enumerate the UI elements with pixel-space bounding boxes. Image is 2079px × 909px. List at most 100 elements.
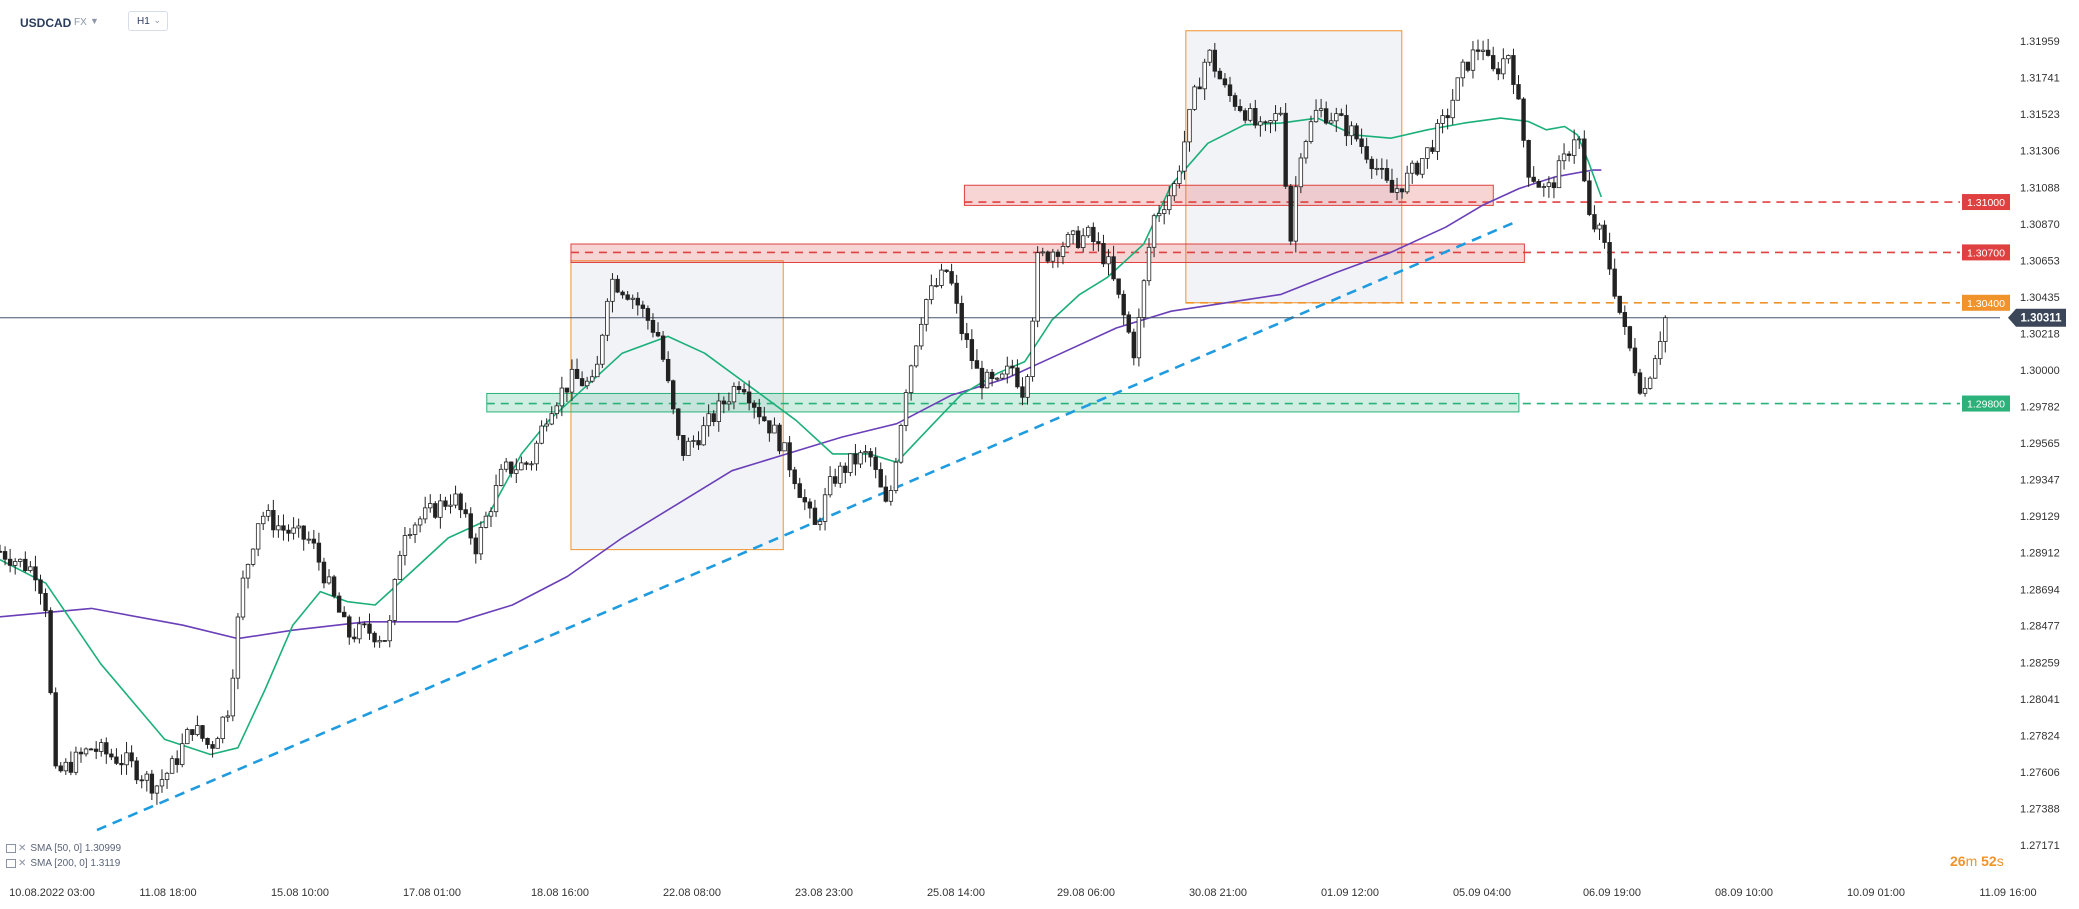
candle[interactable] <box>240 577 246 618</box>
candle[interactable] <box>1005 365 1010 375</box>
candle[interactable] <box>73 751 79 773</box>
candle[interactable] <box>463 509 468 515</box>
candle[interactable] <box>448 504 453 507</box>
candle[interactable] <box>681 434 686 456</box>
candle[interactable] <box>514 469 519 474</box>
candle[interactable] <box>1278 112 1283 115</box>
candle[interactable] <box>772 424 777 434</box>
candle[interactable] <box>205 737 210 745</box>
candle[interactable] <box>757 406 762 418</box>
candle[interactable] <box>1091 226 1096 242</box>
candle[interactable] <box>311 538 317 544</box>
candle[interactable] <box>1207 49 1212 63</box>
candle[interactable] <box>1637 372 1643 394</box>
candle[interactable] <box>1541 186 1547 188</box>
candle[interactable] <box>1389 179 1395 193</box>
candle[interactable] <box>746 391 752 404</box>
candle[interactable] <box>888 490 894 502</box>
candle[interactable] <box>994 377 1000 380</box>
candle[interactable] <box>261 515 266 525</box>
candle[interactable] <box>1445 115 1450 119</box>
candle[interactable] <box>372 632 377 643</box>
candle[interactable] <box>382 640 387 642</box>
candle[interactable] <box>711 413 716 422</box>
candle[interactable] <box>453 493 458 506</box>
candle[interactable] <box>574 368 580 379</box>
candle[interactable] <box>1511 55 1516 85</box>
candle[interactable] <box>1015 367 1020 388</box>
candle[interactable] <box>63 761 69 772</box>
candle[interactable] <box>1404 172 1410 193</box>
candle[interactable] <box>124 752 129 766</box>
candle[interactable] <box>762 416 767 422</box>
candle[interactable] <box>225 715 230 718</box>
candle[interactable] <box>1323 108 1329 124</box>
candle[interactable] <box>1167 195 1172 211</box>
candle[interactable] <box>544 423 549 427</box>
candle[interactable] <box>412 524 418 535</box>
candle[interactable] <box>736 386 742 390</box>
candle[interactable] <box>873 456 878 470</box>
candle[interactable] <box>23 558 28 571</box>
candle[interactable] <box>1060 246 1066 257</box>
candle[interactable] <box>934 285 939 287</box>
candle[interactable] <box>220 716 225 739</box>
candle[interactable] <box>1571 139 1577 156</box>
candle[interactable] <box>1258 121 1263 126</box>
candle[interactable] <box>478 527 484 555</box>
candle[interactable] <box>767 420 772 434</box>
candle[interactable] <box>1470 49 1476 71</box>
candle[interactable] <box>1055 251 1061 257</box>
candle[interactable] <box>630 297 635 300</box>
candle[interactable] <box>200 725 205 739</box>
candle[interactable] <box>1000 373 1005 379</box>
candle[interactable] <box>321 561 327 584</box>
chevron-down-icon[interactable]: ▼ <box>90 16 99 26</box>
candle[interactable] <box>1121 293 1126 316</box>
candle[interactable] <box>2 551 8 560</box>
candle[interactable] <box>1349 125 1354 137</box>
candle[interactable] <box>316 542 322 563</box>
support-zone[interactable] <box>486 392 1520 413</box>
candle[interactable] <box>1212 49 1218 72</box>
candle[interactable] <box>1273 113 1278 122</box>
candle[interactable] <box>387 620 392 642</box>
candle[interactable] <box>827 476 833 496</box>
candle[interactable] <box>1546 182 1552 187</box>
candle[interactable] <box>99 742 104 752</box>
candle[interactable] <box>822 494 828 522</box>
close-icon[interactable]: ✕ <box>18 843 27 854</box>
candle[interactable] <box>696 440 701 446</box>
candle[interactable] <box>1096 241 1101 244</box>
candle[interactable] <box>671 380 676 410</box>
candle[interactable] <box>1602 224 1607 243</box>
candle[interactable] <box>817 520 823 525</box>
candle[interactable] <box>1344 115 1349 137</box>
candle[interactable] <box>1587 180 1592 215</box>
candle[interactable] <box>43 592 48 611</box>
candle[interactable] <box>645 308 651 321</box>
candle[interactable] <box>610 278 615 302</box>
candle[interactable] <box>751 402 757 408</box>
candle[interactable] <box>468 513 473 539</box>
candle[interactable] <box>1592 214 1597 230</box>
candle[interactable] <box>686 440 691 456</box>
candle[interactable] <box>28 566 33 571</box>
candle[interactable] <box>235 616 241 679</box>
candle[interactable] <box>119 762 124 766</box>
candle[interactable] <box>554 405 559 415</box>
candle[interactable] <box>1410 162 1415 174</box>
timeframe-select[interactable]: H1 ⌄ <box>128 11 168 31</box>
candle[interactable] <box>590 376 595 382</box>
candle[interactable] <box>706 413 711 427</box>
symbol-label[interactable]: USDCAD <box>20 16 72 30</box>
candle[interactable] <box>1415 162 1420 175</box>
candle[interactable] <box>1597 224 1602 230</box>
candle[interactable] <box>701 425 706 446</box>
candle[interactable] <box>362 623 367 626</box>
candle[interactable] <box>893 461 899 491</box>
candle[interactable] <box>1420 158 1425 175</box>
candle[interactable] <box>336 595 342 613</box>
candle[interactable] <box>144 773 149 781</box>
candle[interactable] <box>1010 365 1015 369</box>
